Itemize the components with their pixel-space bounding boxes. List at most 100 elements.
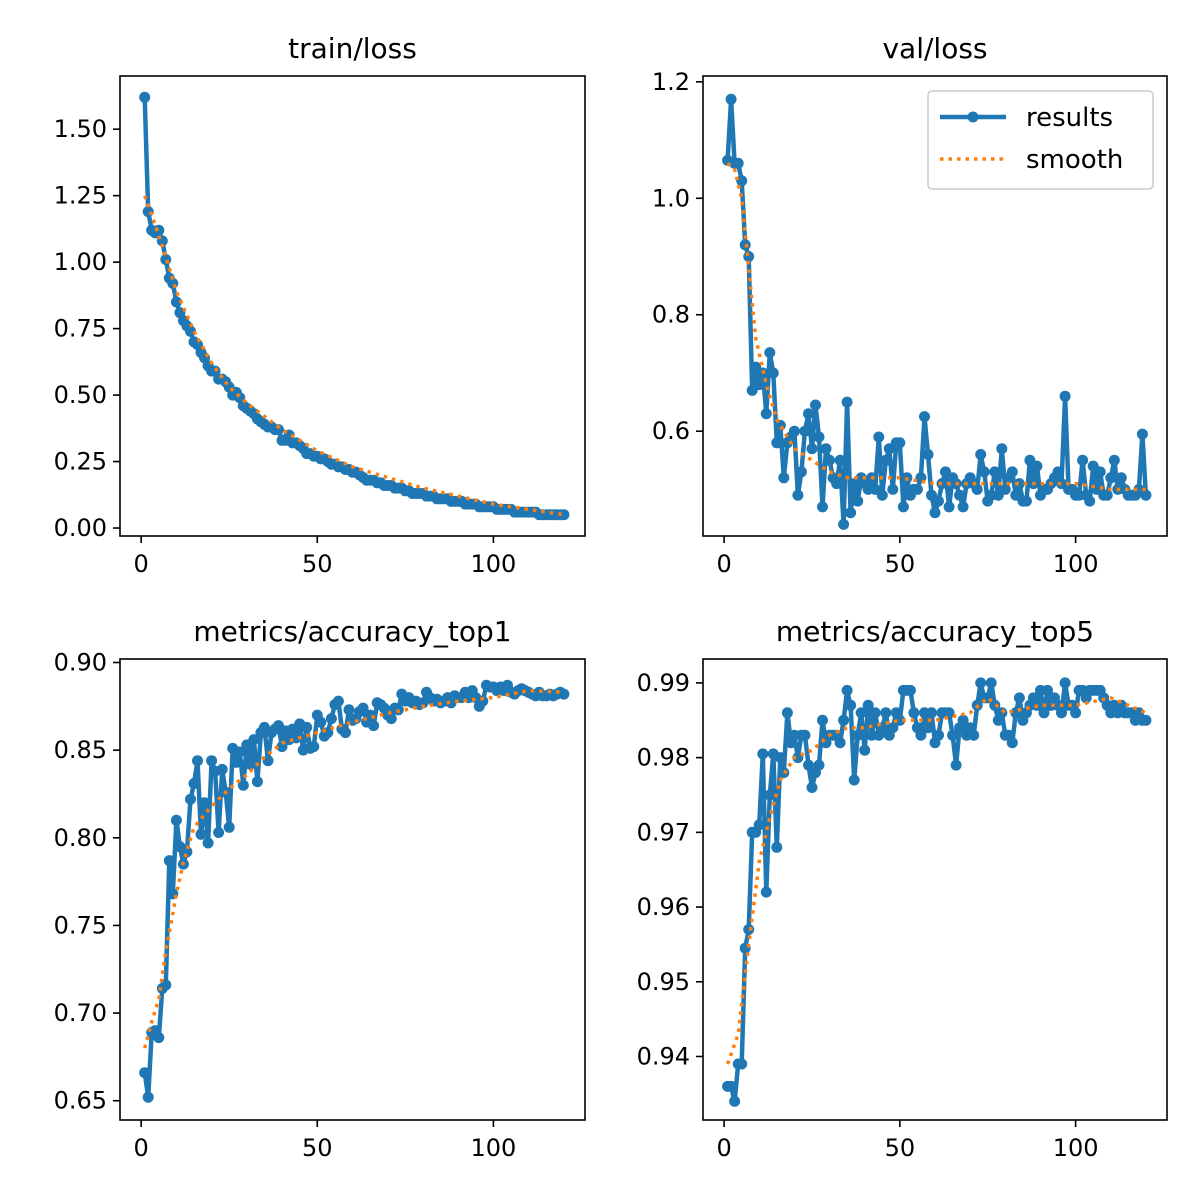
results-point xyxy=(774,752,786,764)
x-tick-label: 0 xyxy=(716,1134,731,1162)
results-point xyxy=(922,449,934,460)
results-point xyxy=(213,827,225,838)
results-point xyxy=(911,483,923,495)
results-point xyxy=(558,688,570,700)
results-point xyxy=(1140,489,1152,501)
x-tick-label: 50 xyxy=(302,1134,333,1162)
y-tick-label: 0.85 xyxy=(54,736,107,764)
subplot-2: val/loss 0 50 100 0.6 0.8 1.0 1.2 results smooth xyxy=(652,32,1168,578)
results-point xyxy=(781,707,793,719)
results-point xyxy=(975,449,987,460)
results-point xyxy=(1013,478,1025,490)
plot-area xyxy=(722,93,1152,530)
x-tick-label: 0 xyxy=(133,550,148,578)
results-point xyxy=(841,684,853,696)
results-point xyxy=(725,1080,737,1092)
y-tick-label: 0.97 xyxy=(637,818,690,846)
results-point xyxy=(926,707,937,719)
results-point xyxy=(908,707,920,719)
results-point xyxy=(957,501,969,513)
results-point xyxy=(1105,472,1117,484)
y-tick-label: 0.70 xyxy=(54,999,107,1027)
results-point xyxy=(251,776,263,788)
results-point xyxy=(764,789,776,801)
results-point xyxy=(817,501,828,513)
results-point xyxy=(897,501,909,513)
results-point xyxy=(950,759,962,771)
x-tick-label: 100 xyxy=(1053,1134,1099,1162)
results-point xyxy=(778,472,790,484)
results-point xyxy=(206,755,218,767)
results-point xyxy=(929,507,941,519)
x-tick-label: 0 xyxy=(133,1134,148,1162)
results-point xyxy=(357,702,369,714)
results-point xyxy=(933,729,944,741)
results-point xyxy=(1108,454,1120,466)
y-tick-label: 0.25 xyxy=(54,448,107,476)
results-point xyxy=(1094,466,1106,478)
results-point xyxy=(919,411,930,423)
y-tick-label: 1.00 xyxy=(54,248,107,276)
y-tick-label: 0.65 xyxy=(54,1087,107,1115)
subplot-title: val/loss xyxy=(882,32,987,65)
axes-frame xyxy=(119,75,586,537)
results-point xyxy=(1031,460,1043,472)
results-point xyxy=(195,828,207,840)
results-point xyxy=(1140,714,1152,726)
results-point xyxy=(139,1067,151,1079)
results-point xyxy=(343,704,355,716)
results-point xyxy=(332,695,344,707)
y-tick-label: 1.2 xyxy=(652,68,690,96)
results-point xyxy=(943,501,955,513)
results-point xyxy=(760,886,772,898)
subplot-title: metrics/accuracy_top1 xyxy=(193,615,511,648)
subplot-3: metrics/accuracy_top1 0 50 100 0.65 0.70 0.75 0… xyxy=(54,615,586,1162)
y-tick-label: 0.98 xyxy=(637,744,690,772)
results-point xyxy=(834,737,846,749)
results-point xyxy=(841,396,853,408)
results-point xyxy=(806,782,818,793)
results-point xyxy=(887,483,899,495)
smooth-line xyxy=(726,161,1146,492)
y-tick-label: 0.99 xyxy=(637,669,690,697)
subplot-1: train/loss 0 50 100 0.00 0.25 0.50 0.75 1.00 1.25… xyxy=(54,32,586,578)
results-point xyxy=(767,367,779,379)
legend-smooth-label: smooth xyxy=(1026,145,1123,175)
results-point xyxy=(813,759,825,771)
subplot-4: metrics/accuracy_top5 0 50 100 0.94 0.95 0.96 0… xyxy=(637,615,1168,1162)
subplot-title: metrics/accuracy_top5 xyxy=(776,615,1094,648)
x-tick-label: 50 xyxy=(885,1134,916,1162)
results-point xyxy=(947,729,959,741)
results-point xyxy=(824,454,835,466)
y-tick-label: 0.6 xyxy=(652,417,690,445)
results-point xyxy=(817,714,828,726)
y-tick-label: 0.96 xyxy=(637,893,690,921)
results-point xyxy=(1006,466,1018,478)
results-point xyxy=(185,793,196,805)
legend-results-label: results xyxy=(1026,103,1113,133)
results-point xyxy=(477,695,489,707)
results-point xyxy=(244,758,256,770)
results-point xyxy=(1059,390,1071,402)
results-point xyxy=(996,443,1008,455)
results-point xyxy=(968,729,980,741)
plot-area xyxy=(722,677,1152,1107)
y-tick-label: 0.8 xyxy=(652,301,690,329)
results-point xyxy=(792,489,804,501)
results-point xyxy=(845,507,857,519)
y-tick-label: 0.00 xyxy=(54,514,107,542)
results-point xyxy=(170,814,182,826)
results-point xyxy=(813,431,825,443)
results-point xyxy=(1052,466,1064,478)
results-point xyxy=(301,721,313,733)
results-point xyxy=(368,720,380,732)
results-point xyxy=(904,684,916,696)
results-point xyxy=(880,707,892,719)
results-point xyxy=(855,707,867,719)
results-point xyxy=(848,774,860,786)
results-point xyxy=(862,699,874,711)
y-tick-label: 0.95 xyxy=(637,968,690,996)
results-point xyxy=(736,175,748,187)
results-point xyxy=(340,727,351,739)
